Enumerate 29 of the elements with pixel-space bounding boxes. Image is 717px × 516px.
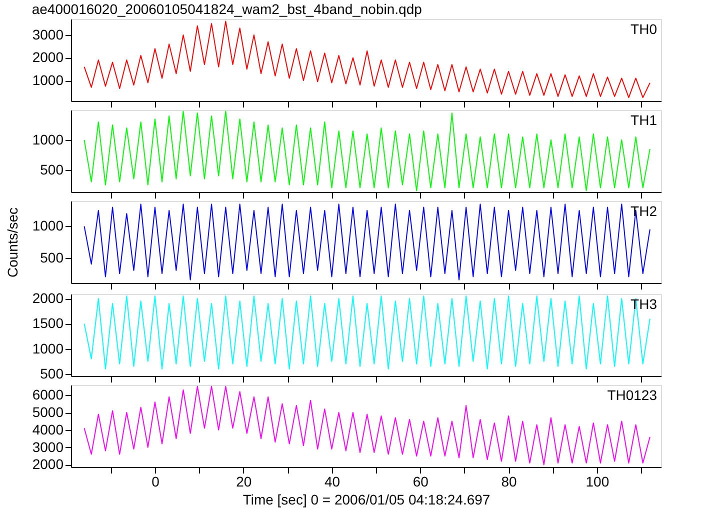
y-tick-label: 1000 [32, 131, 64, 148]
y-tick-label: 1000 [32, 218, 64, 234]
y-tick-label: 500 [40, 365, 64, 382]
y-tick-label: 5000 [32, 404, 64, 420]
y-tick-label: 3000 [32, 438, 64, 455]
chart-title: ae400016020_20060105041824_wam2_bst_4band_nobin.qdp [32, 1, 422, 17]
series-label: TH2 [630, 203, 658, 219]
x-tick-label: 80 [501, 474, 518, 490]
y-tick-label: 1500 [32, 315, 64, 332]
y-tick-label: 1000 [32, 72, 64, 88]
y-tick-label: 4000 [32, 421, 64, 438]
x-axis-title: Time [sec] 0 = 2006/01/05 04:18:24.697 [242, 492, 490, 508]
y-tick-label: 6000 [32, 386, 64, 403]
y-tick-label: 3000 [32, 26, 64, 42]
x-tick-label: 0 [152, 474, 160, 490]
series-label: TH1 [630, 112, 658, 128]
y-tick-label: 2000 [32, 49, 64, 66]
text: TH0 [630, 21, 658, 37]
y-tick-label: 500 [40, 161, 64, 178]
x-tick-label: 100 [586, 474, 610, 490]
x-tick-label: 20 [236, 474, 252, 490]
y-tick-label: 2000 [32, 456, 64, 472]
x-tick-label: 60 [412, 474, 429, 490]
x-tick-label: 40 [324, 474, 340, 490]
y-tick-label: 1000 [32, 340, 64, 356]
y-tick-label: 500 [40, 249, 64, 266]
y-tick-label: 2000 [32, 290, 64, 306]
y-axis-title: Counts/sec [4, 207, 20, 278]
series-label: TH0123 [607, 387, 658, 403]
